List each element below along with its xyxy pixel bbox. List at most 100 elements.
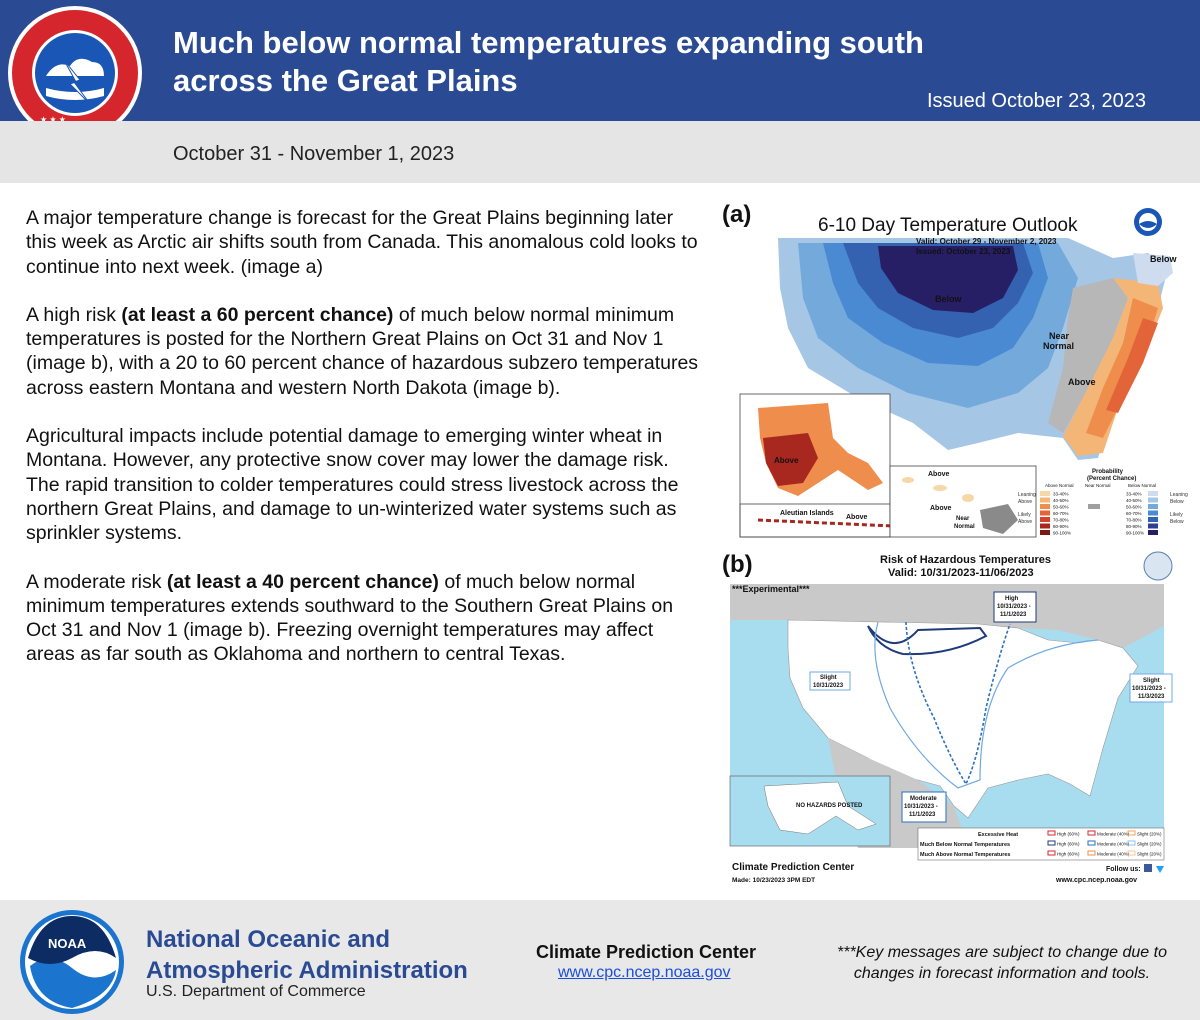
svg-text:Excessive Heat: Excessive Heat: [978, 832, 1018, 838]
svg-text:Made: 10/23/2023 3PM EDT: Made: 10/23/2023 3PM EDT: [732, 877, 815, 884]
svg-text:Normal: Normal: [1043, 341, 1074, 351]
svg-text:Slight: Slight: [820, 675, 837, 681]
svg-text:Much Below Normal Temperatures: Much Below Normal Temperatures: [920, 842, 1010, 848]
svg-text:High: High: [1005, 596, 1019, 602]
legend-label: Moderate (40%): [1097, 852, 1130, 857]
key-messages: A major temperature change is forecast f…: [26, 206, 706, 691]
paragraph-4: A moderate risk (at least a 40 percent c…: [26, 570, 706, 667]
legend-below-range: 40-50%: [1126, 498, 1142, 503]
hazards-map: NO HAZARDS POSTED (b) Risk of Hazardous …: [718, 548, 1192, 890]
nws-small-icon: [1144, 552, 1172, 580]
svg-text:Likely: Likely: [1018, 512, 1031, 518]
svg-text:Near: Near: [956, 516, 970, 522]
svg-text:Aleutian Islands: Aleutian Islands: [780, 510, 834, 517]
legend-above-swatch: [1040, 517, 1050, 522]
svg-text:Near Normal: Near Normal: [1085, 483, 1111, 488]
svg-text:Below: Below: [1170, 499, 1184, 505]
outlook-title: 6-10 Day Temperature Outlook: [818, 215, 1078, 236]
paragraph-1: A major temperature change is forecast f…: [26, 206, 706, 279]
svg-text:Above: Above: [930, 505, 952, 512]
hazards-map-graphic: NO HAZARDS POSTED (b) Risk of Hazardous …: [718, 548, 1192, 890]
department-name: U.S. Department of Commerce: [146, 983, 366, 1001]
svg-text:NOAA: NOAA: [48, 936, 87, 951]
legend-below-range: 70-80%: [1126, 518, 1142, 523]
svg-text:www.cpc.ncep.noaa.gov: www.cpc.ncep.noaa.gov: [1055, 877, 1137, 884]
svg-text:Valid: 10/31/2023-11/06/2023: Valid: 10/31/2023-11/06/2023: [888, 567, 1034, 579]
legend-label: High (60%): [1057, 852, 1080, 857]
legend-above-range: 70-80%: [1053, 518, 1069, 523]
outlook-map-graphic: (a) 6-10 Day Temperature Outlook Valid: …: [718, 198, 1192, 545]
legend-below-swatch: [1148, 498, 1158, 503]
high-risk-emphasis: (at least a 60 percent chance): [121, 304, 393, 326]
legend-below-range: 60-70%: [1126, 511, 1142, 516]
svg-text:Near: Near: [1049, 331, 1070, 341]
legend-above-swatch: [1040, 504, 1050, 509]
legend-label: High (60%): [1057, 832, 1080, 837]
svg-text:11/1/2023: 11/1/2023: [1000, 612, 1027, 618]
svg-text:Above: Above: [1018, 519, 1032, 525]
svg-text:Below: Below: [1170, 519, 1184, 525]
page-title: Much below normal temperatures expanding…: [173, 24, 973, 100]
svg-text:10/31/2023 -: 10/31/2023 -: [904, 804, 938, 810]
svg-text:Below: Below: [935, 294, 963, 304]
svg-text:11/3/2023: 11/3/2023: [1138, 694, 1165, 700]
legend-below-swatch: [1148, 504, 1158, 509]
hazards-title: Risk of Hazardous Temperatures: [880, 554, 1051, 566]
svg-text:Slight: Slight: [1143, 678, 1160, 684]
svg-text:10/31/2023: 10/31/2023: [813, 683, 844, 689]
paragraph-3: Agricultural impacts include potential d…: [26, 424, 706, 545]
hazards-legend: Excessive Heat Much Below Normal Tempera…: [918, 828, 1164, 860]
svg-text:Leaning: Leaning: [1018, 492, 1036, 498]
svg-text:Normal: Normal: [954, 524, 975, 530]
svg-text:Above: Above: [1068, 377, 1096, 387]
cpc-name: Climate Prediction Center: [536, 942, 756, 963]
legend-above-range: 60-70%: [1053, 511, 1069, 516]
legend-below-swatch: [1148, 491, 1158, 496]
legend-above-swatch: [1040, 524, 1050, 529]
legend-above-range: 90-100%: [1053, 531, 1071, 536]
svg-text:Moderate: Moderate: [910, 796, 937, 802]
svg-text:(Percent Chance): (Percent Chance): [1087, 476, 1136, 482]
legend-below-range: 90-100%: [1126, 531, 1144, 536]
footer: NOAA National Oceanic and Atmospheric Ad…: [0, 900, 1200, 1020]
svg-text:Follow us:: Follow us:: [1106, 866, 1141, 873]
temperature-outlook-map: (a) 6-10 Day Temperature Outlook Valid: …: [718, 198, 1192, 545]
header-bar: ★ ★ ★ Much below normal temperatures exp…: [0, 0, 1200, 121]
legend-above-swatch: [1040, 511, 1050, 516]
facebook-icon[interactable]: [1144, 864, 1152, 872]
svg-text:Below Normal: Below Normal: [1128, 483, 1156, 488]
legend-above-range: 50-60%: [1053, 505, 1069, 510]
legend-above-swatch: [1040, 491, 1050, 496]
svg-text:Leaning: Leaning: [1170, 492, 1188, 498]
svg-text:10/31/2023 -: 10/31/2023 -: [997, 604, 1031, 610]
svg-text:Climate Prediction Center: Climate Prediction Center: [732, 862, 854, 873]
legend-below-range: 80-90%: [1126, 524, 1142, 529]
cpc-link[interactable]: www.cpc.ncep.noaa.gov: [558, 964, 731, 982]
legend-label: High (60%): [1057, 842, 1080, 847]
paragraph-2: A high risk (at least a 60 percent chanc…: [26, 303, 706, 400]
legend-label: Slight (20%): [1137, 832, 1162, 837]
legend-below-swatch: [1148, 530, 1158, 535]
legend-below-swatch: [1148, 511, 1158, 516]
disclaimer: ***Key messages are subject to change du…: [812, 942, 1192, 984]
svg-text:Below: Below: [1150, 254, 1178, 264]
svg-text:Above: Above: [928, 471, 950, 478]
panel-a-label: (a): [722, 201, 751, 228]
svg-text:Above Normal: Above Normal: [1045, 483, 1074, 488]
svg-text:10/31/2023 -: 10/31/2023 -: [1132, 686, 1166, 692]
legend-label: Moderate (40%): [1097, 842, 1130, 847]
svg-text:***Experimental***: ***Experimental***: [732, 584, 810, 594]
legend-label: Moderate (40%): [1097, 832, 1130, 837]
svg-text:Valid: October 29 - November: Valid: October 29 - November 2, 2023: [916, 237, 1057, 246]
issued-date: Issued October 23, 2023: [927, 90, 1146, 113]
legend-above-range: 40-50%: [1053, 498, 1069, 503]
svg-text:NO HAZARDS POSTED: NO HAZARDS POSTED: [796, 803, 863, 809]
legend-above-swatch: [1040, 498, 1050, 503]
legend-label: Slight (20%): [1137, 842, 1162, 847]
legend-label: Slight (20%): [1137, 852, 1162, 857]
legend-above-range: 80-90%: [1053, 524, 1069, 529]
legend-below-range: 33-40%: [1126, 492, 1142, 497]
panel-b-label: (b): [722, 551, 753, 578]
svg-text:Above: Above: [1018, 499, 1032, 505]
svg-text:Probability: Probability: [1092, 469, 1124, 475]
